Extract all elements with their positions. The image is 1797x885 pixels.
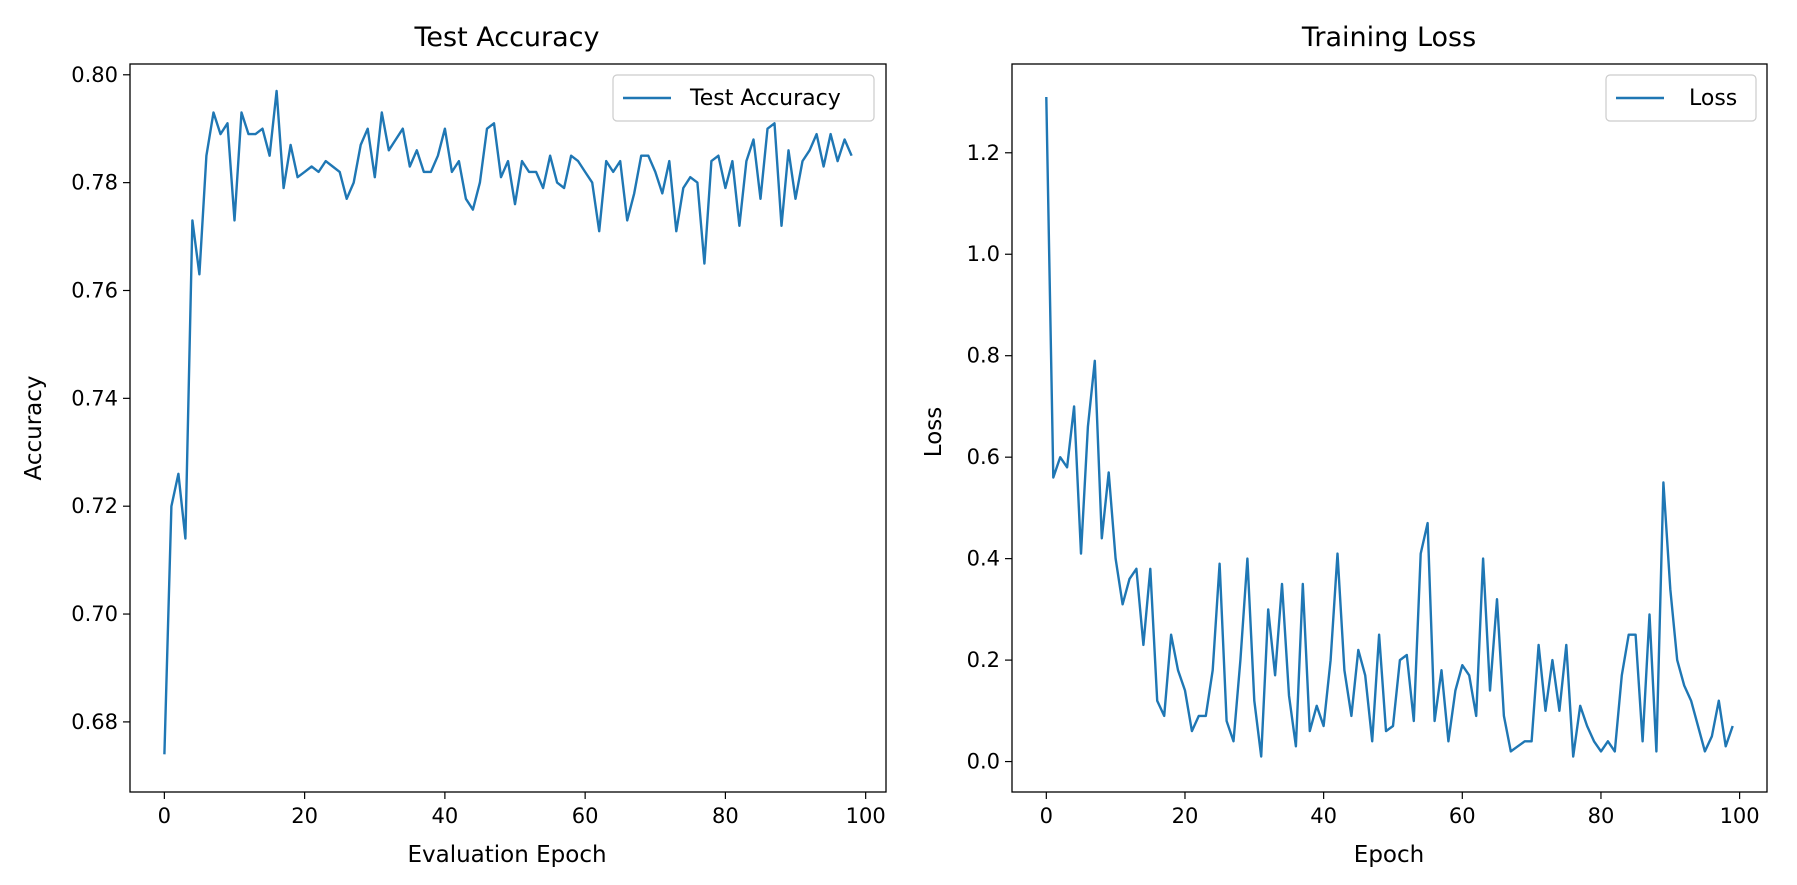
- axes-frame: [1011, 63, 1768, 793]
- legend-label: Test Accuracy: [689, 86, 841, 111]
- x-tick-label: 80: [712, 804, 739, 828]
- y-tick-label: 0.74: [71, 386, 118, 410]
- x-tick-label: 40: [432, 804, 459, 828]
- legend-box: [612, 74, 875, 122]
- y-tick-label: 0.2: [967, 648, 1000, 672]
- y-tick-label: 0.4: [967, 547, 1000, 571]
- legend-box: [1605, 74, 1757, 122]
- y-tick-label: 1.0: [967, 242, 1000, 266]
- x-tick-label: 100: [846, 804, 886, 828]
- plot-area: 0 20 40 60 80 100 0.68 0.70 0.72 0.74 0.76 0.78 0.8…: [71, 63, 887, 828]
- x-axis: 0 20 40 60 80 100: [1040, 792, 1760, 828]
- x-axis-label: Evaluation Epoch: [407, 842, 606, 868]
- x-tick-label: 0: [158, 804, 171, 828]
- x-axis-label: Epoch: [1354, 842, 1424, 868]
- y-axis-label: Accuracy: [21, 375, 47, 480]
- x-tick-label: 60: [572, 804, 599, 828]
- legend-label: Loss: [1689, 86, 1737, 111]
- legend: Test Accuracy: [612, 74, 875, 122]
- y-axis-label: Loss: [921, 407, 947, 457]
- plot-area: 0 20 40 60 80 100 0.0 0.2 0.4 0.6 0.8 1.0 1.2 Loss: [967, 63, 1768, 828]
- test-accuracy-panel: Test Accuracy 0 20 40 60 80 100 0.680.700.720…: [21, 22, 887, 868]
- y-tick-label: 0.0: [967, 750, 1000, 774]
- y-axis: 0.68 0.70 0.72 0.74 0.76 0.78 0.80: [71, 63, 130, 734]
- y-tick-label: 0.68: [71, 710, 118, 734]
- y-tick-label: 1.2: [967, 141, 1000, 165]
- x-tick-label: 80: [1588, 804, 1615, 828]
- x-tick-label: 20: [1172, 804, 1199, 828]
- y-tick-label: 0.8: [967, 344, 1000, 368]
- y-tick-label: 0.70: [71, 602, 118, 626]
- y-tick-label: 0.78: [71, 171, 118, 195]
- y-tick-label: 0.72: [71, 494, 118, 518]
- legend: Loss: [1605, 74, 1757, 122]
- y-tick-label: 0.80: [71, 63, 118, 87]
- chart-title: Training Loss: [1301, 22, 1476, 53]
- x-tick-label: 100: [1720, 804, 1760, 828]
- training-loss-panel: Training Loss 0 20 40 60 80 100 0.00.20.40.60…: [921, 22, 1768, 868]
- y-tick-label: 0.76: [71, 278, 118, 302]
- x-tick-label: 0: [1040, 804, 1053, 828]
- axes-frame: [129, 63, 887, 793]
- x-tick-label: 40: [1310, 804, 1337, 828]
- x-tick-label: 20: [291, 804, 318, 828]
- loss-line: [1045, 96, 1734, 758]
- chart-title: Test Accuracy: [413, 22, 599, 53]
- x-axis: 0 20 40 60 80 100: [158, 792, 886, 828]
- y-axis: 0.0 0.2 0.4 0.6 0.8 1.0 1.2: [967, 141, 1012, 774]
- x-tick-label: 60: [1449, 804, 1476, 828]
- test-accuracy-line: [163, 89, 853, 755]
- y-tick-label: 0.6: [967, 445, 1000, 469]
